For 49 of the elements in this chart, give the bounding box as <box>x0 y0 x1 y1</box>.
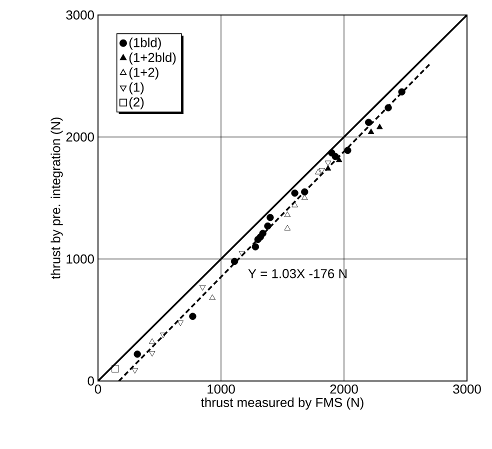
point <box>132 368 138 374</box>
legend-label: (1) <box>129 82 144 94</box>
legend-label: (1bld) <box>129 38 161 50</box>
point <box>230 258 238 266</box>
point <box>160 332 166 338</box>
y-axis-title: thrust by pre. integration (N) <box>50 118 63 280</box>
point <box>291 190 298 197</box>
point <box>315 168 322 174</box>
point <box>199 285 206 291</box>
point <box>209 294 216 300</box>
legend-label: (1+2) <box>129 67 158 80</box>
point <box>148 338 156 344</box>
point <box>264 222 272 230</box>
point <box>376 124 383 130</box>
x-tick-label: 2000 <box>330 384 358 394</box>
point <box>384 104 392 112</box>
point <box>398 88 406 96</box>
point <box>256 233 264 241</box>
y-tick-label: 3000 <box>66 10 94 20</box>
x-tick-label: 3000 <box>453 384 481 394</box>
point <box>336 156 342 162</box>
point <box>301 188 308 196</box>
y-tick-label: 2000 <box>66 132 94 142</box>
x-axis-title: thrust measured by FMS (N) <box>201 398 364 410</box>
point <box>284 224 291 230</box>
x-tick-label: 0 <box>94 384 102 394</box>
point <box>284 211 291 217</box>
point <box>344 146 352 154</box>
x-tick-label: 1000 <box>208 384 235 394</box>
point <box>252 243 260 250</box>
point <box>318 168 325 174</box>
point <box>324 165 332 171</box>
point <box>134 350 141 358</box>
point <box>324 160 332 166</box>
point <box>148 351 156 357</box>
point <box>368 128 374 134</box>
annotation: Y = 1.03X -176 N <box>248 269 347 278</box>
legend-label: (2) <box>129 97 144 110</box>
point <box>266 214 274 222</box>
legend-label: (1+2bld) <box>129 52 176 65</box>
point <box>292 202 298 208</box>
point <box>332 152 339 160</box>
y-tick-label: 0 <box>88 376 94 386</box>
point <box>177 320 184 326</box>
point <box>189 312 196 320</box>
point <box>365 118 372 126</box>
y-tick-label: 1000 <box>66 254 94 264</box>
point <box>112 365 119 372</box>
point <box>238 251 246 256</box>
